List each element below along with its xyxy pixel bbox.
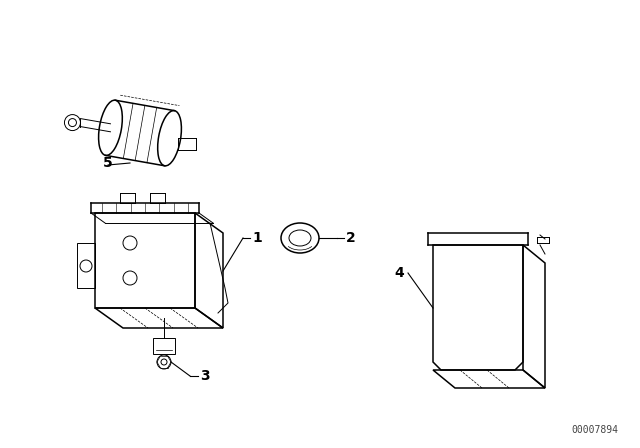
Text: 00007894: 00007894: [572, 425, 618, 435]
Text: 3: 3: [200, 369, 210, 383]
Text: 2: 2: [346, 231, 356, 245]
Text: 5: 5: [103, 156, 113, 170]
Text: 4: 4: [394, 266, 404, 280]
Text: 1: 1: [252, 231, 262, 245]
